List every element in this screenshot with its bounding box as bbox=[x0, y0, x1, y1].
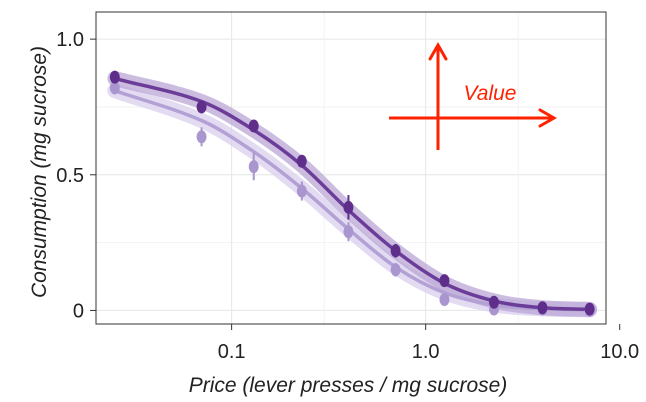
value-annotation-label: Value bbox=[464, 82, 517, 105]
fit-line bbox=[113, 88, 592, 312]
axis-ticks: 0 0.5 1.0 0.1 1.0 10.0 bbox=[56, 29, 639, 363]
arrow-right-head bbox=[538, 108, 558, 128]
data-point bbox=[537, 301, 548, 315]
data-point bbox=[439, 274, 450, 288]
data-point bbox=[196, 130, 207, 144]
value-annotation: Value bbox=[389, 41, 558, 150]
data-point bbox=[248, 160, 259, 174]
data-point bbox=[584, 302, 595, 316]
x-tick-label: 10.0 bbox=[600, 341, 639, 363]
x-tick-label: 1.0 bbox=[412, 341, 440, 363]
y-tick-label: 0.5 bbox=[56, 165, 84, 187]
data-point bbox=[248, 119, 259, 133]
plot-frame bbox=[95, 11, 607, 325]
data-point bbox=[296, 154, 307, 168]
data-point bbox=[390, 263, 401, 277]
y-tick-label: 1.0 bbox=[56, 29, 84, 51]
x-tick-label: 0.1 bbox=[218, 341, 246, 363]
fit-line bbox=[113, 76, 592, 312]
data-point bbox=[439, 293, 450, 307]
data-point bbox=[109, 81, 120, 95]
data-point bbox=[390, 244, 401, 258]
data-point bbox=[343, 225, 354, 239]
y-axis-label: Consumption (mg sucrose) bbox=[28, 46, 51, 298]
y-tick-label: 0 bbox=[73, 300, 84, 322]
data-point bbox=[109, 70, 120, 84]
grid bbox=[96, 12, 606, 324]
fit-lines bbox=[113, 76, 592, 312]
data-point bbox=[196, 100, 207, 114]
data-point bbox=[488, 295, 499, 309]
data-points bbox=[109, 70, 595, 317]
x-axis-label: Price (lever presses / mg sucrose) bbox=[189, 374, 508, 397]
data-point bbox=[343, 200, 354, 214]
arrow-up-head bbox=[428, 41, 448, 61]
data-point bbox=[296, 184, 307, 198]
